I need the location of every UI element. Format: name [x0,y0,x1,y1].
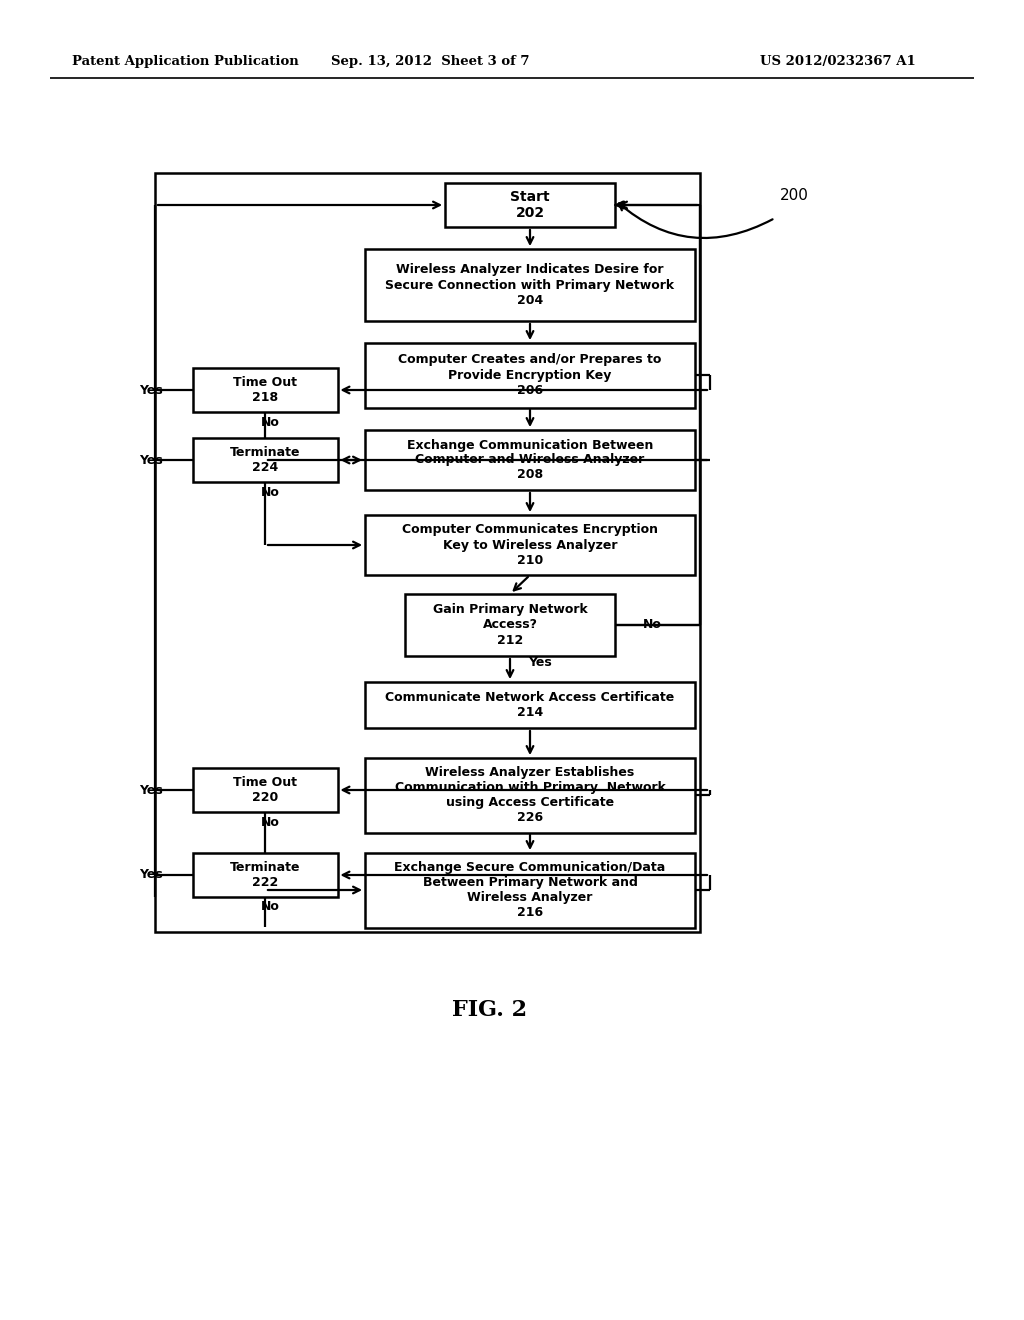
FancyBboxPatch shape [365,682,695,729]
Text: Time Out
218: Time Out 218 [233,376,297,404]
Text: Sep. 13, 2012  Sheet 3 of 7: Sep. 13, 2012 Sheet 3 of 7 [331,55,529,69]
Text: Terminate
224: Terminate 224 [229,446,300,474]
Text: Computer Creates and/or Prepares to
Provide Encryption Key
206: Computer Creates and/or Prepares to Prov… [398,354,662,396]
FancyBboxPatch shape [193,853,338,898]
FancyBboxPatch shape [365,342,695,408]
Text: US 2012/0232367 A1: US 2012/0232367 A1 [760,55,915,69]
Text: No: No [260,416,280,429]
Text: Wireless Analyzer Indicates Desire for
Secure Connection with Primary Network
20: Wireless Analyzer Indicates Desire for S… [385,264,675,306]
Text: Exchange Communication Between
Computer and Wireless Analyzer
208: Exchange Communication Between Computer … [407,438,653,482]
FancyBboxPatch shape [193,438,338,482]
Text: Patent Application Publication: Patent Application Publication [72,55,299,69]
FancyBboxPatch shape [365,758,695,833]
FancyBboxPatch shape [365,853,695,928]
FancyBboxPatch shape [445,183,615,227]
Text: 200: 200 [780,187,809,202]
Text: No: No [260,816,280,829]
FancyBboxPatch shape [365,249,695,321]
Text: Yes: Yes [138,384,163,396]
Text: Time Out
220: Time Out 220 [233,776,297,804]
Text: Yes: Yes [138,454,163,466]
Text: Communicate Network Access Certificate
214: Communicate Network Access Certificate 2… [385,690,675,719]
Text: No: No [643,619,662,631]
Text: Yes: Yes [138,869,163,882]
Text: Yes: Yes [528,656,552,669]
FancyBboxPatch shape [406,594,615,656]
Text: Computer Communicates Encryption
Key to Wireless Analyzer
210: Computer Communicates Encryption Key to … [402,524,658,566]
FancyBboxPatch shape [193,768,338,812]
Text: FIG. 2: FIG. 2 [453,999,527,1020]
FancyBboxPatch shape [365,515,695,576]
Text: Start
202: Start 202 [510,190,550,220]
Text: No: No [260,900,280,913]
Text: Gain Primary Network
Access?
212: Gain Primary Network Access? 212 [432,603,588,647]
Text: Wireless Analyzer Establishes
Communication with Primary  Network
using Access C: Wireless Analyzer Establishes Communicat… [394,766,666,824]
FancyBboxPatch shape [365,430,695,490]
Text: No: No [260,486,280,499]
FancyBboxPatch shape [193,368,338,412]
Text: Terminate
222: Terminate 222 [229,861,300,888]
Text: Exchange Secure Communication/Data
Between Primary Network and
Wireless Analyzer: Exchange Secure Communication/Data Betwe… [394,861,666,919]
Text: Yes: Yes [138,784,163,796]
